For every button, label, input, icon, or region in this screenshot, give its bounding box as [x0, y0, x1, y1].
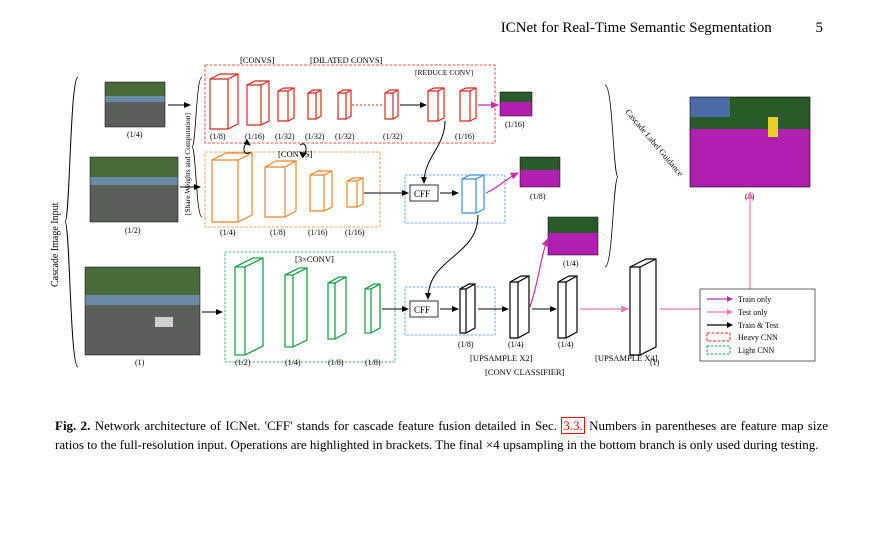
input-image-full	[85, 267, 200, 355]
svg-text:(1/4): (1/4)	[563, 259, 579, 268]
svg-text:(1/32): (1/32)	[275, 132, 295, 141]
ratio-label: (1/4)	[127, 130, 143, 139]
svg-text:Train & Test: Train & Test	[738, 321, 779, 330]
input-image-quarter	[105, 82, 165, 127]
svg-text:(1/16): (1/16)	[308, 228, 328, 237]
svg-text:(1/16): (1/16)	[455, 132, 475, 141]
svg-text:(1/2): (1/2)	[235, 358, 251, 367]
svg-text:(1/4): (1/4)	[220, 228, 236, 237]
paper-title: ICNet for Real-Time Semantic Segmentatio…	[501, 20, 772, 36]
svg-text:(1/16): (1/16)	[505, 120, 525, 129]
svg-text:(1/4): (1/4)	[508, 340, 524, 349]
cascade-input-label: Cascade Image Input	[50, 202, 61, 287]
svg-text:Heavy CNN: Heavy CNN	[738, 333, 778, 342]
caption-ref[interactable]: 3.3.	[561, 417, 585, 434]
share-weights-label: [Share Weights and Computation]	[183, 113, 192, 215]
ratio-label: (1)	[135, 358, 145, 367]
svg-text:Train only: Train only	[738, 295, 771, 304]
section-label: [CONV CLASSIFIER]	[485, 367, 565, 377]
svg-text:(1/4): (1/4)	[558, 340, 574, 349]
svg-text:(1/32): (1/32)	[383, 132, 403, 141]
caption-label: Fig. 2.	[55, 418, 90, 433]
svg-text:(1/4): (1/4)	[285, 358, 301, 367]
figure-caption: Fig. 2. Network architecture of ICNet. '…	[50, 417, 833, 455]
svg-text:Test only: Test only	[738, 308, 767, 317]
ratio-label: (1/2)	[125, 226, 141, 235]
section-label: [UPSAMPLE X2]	[470, 353, 533, 363]
legend: Train only Test only Train & Test Heavy …	[700, 289, 815, 361]
caption-text-a: Network architecture of ICNet. 'CFF' sta…	[90, 418, 561, 433]
section-label: [CONVS]	[278, 149, 313, 159]
svg-text:(1/8): (1/8)	[365, 358, 381, 367]
section-label: [REDUCE CONV]	[415, 68, 473, 77]
svg-text:(1/32): (1/32)	[335, 132, 355, 141]
page-header: ICNet for Real-Time Semantic Segmentatio…	[50, 20, 833, 37]
svg-text:(1/16): (1/16)	[245, 132, 265, 141]
section-label: [UPSAMPLE X4]	[595, 353, 658, 363]
figure-diagram: Cascade Image Input (1/4) (1/2) (1) [Sha…	[50, 57, 833, 402]
section-label: [DILATED CONVS]	[310, 57, 383, 65]
svg-text:(1/8): (1/8)	[210, 132, 226, 141]
svg-text:(1/16): (1/16)	[345, 228, 365, 237]
seg-small-1	[500, 92, 532, 116]
page-number: 5	[816, 20, 824, 36]
input-image-half	[90, 157, 178, 222]
section-label: [3×CONV]	[295, 254, 334, 264]
section-label: [CONVS]	[240, 57, 275, 65]
cff-box-2: CFF	[414, 305, 430, 315]
seg-small-2	[520, 157, 560, 187]
cff-box-1: CFF	[414, 189, 430, 199]
cascade-guidance-label: Cascade Label Guidance	[623, 107, 685, 178]
svg-text:(1/8): (1/8)	[270, 228, 286, 237]
svg-text:(1/8): (1/8)	[458, 340, 474, 349]
seg-small-3	[548, 217, 598, 255]
svg-text:(1/8): (1/8)	[530, 192, 546, 201]
seg-output	[690, 97, 810, 187]
svg-text:(1/32): (1/32)	[305, 132, 325, 141]
svg-text:Light CNN: Light CNN	[738, 346, 774, 355]
svg-text:(1/8): (1/8)	[328, 358, 344, 367]
